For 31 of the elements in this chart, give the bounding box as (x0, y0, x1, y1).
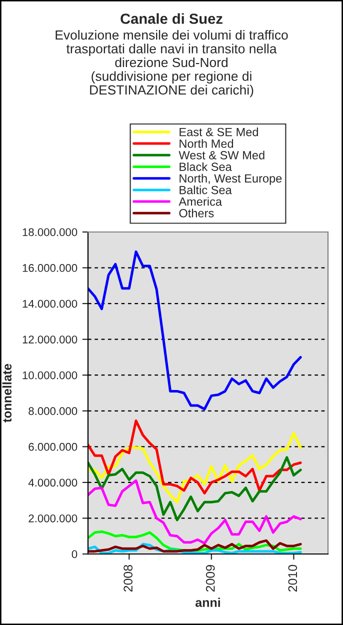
chart-title: Canale di Suez (120, 13, 222, 24)
x-axis-title: anni (196, 598, 220, 607)
y-tick-label: 10.000.000 (22, 371, 78, 380)
line-series (88, 250, 302, 410)
y-tick-label: 6.000.000 (28, 442, 78, 451)
y-tick-label: 12.000.000 (22, 336, 78, 344)
line-series (88, 539, 302, 553)
y-tick-label: 16.000.000 (22, 264, 78, 272)
legend-label: America (178, 197, 222, 206)
y-tick-label: 8.000.000 (28, 407, 78, 416)
line-series (88, 432, 302, 504)
y-axis-title: tonnellate (2, 364, 12, 422)
legend-label: North, West Europe (180, 174, 282, 185)
line-series (88, 456, 302, 522)
line-series (88, 479, 302, 545)
legend-label: West & SW Med (178, 150, 264, 160)
legend-label: North Med (180, 139, 234, 148)
y-tick-label: 4.000.000 (28, 478, 78, 487)
chart-subtitle: Evoluzione mensile dei volumi di traffico trasportati dalle navi in transito nella direzione Sud-Nord (suddivisione per regione di DESTINAZIONE dei carichi) (56, 30, 288, 98)
legend-label: Others (179, 208, 214, 218)
legend-label: Baltic Sea (180, 186, 232, 194)
y-tick-label: 2.000.000 (28, 514, 78, 522)
legend-label: Black Sea (180, 162, 232, 171)
line-series (88, 419, 302, 494)
y-tick-label: 0 (72, 550, 78, 558)
x-tick-label: 2008 (124, 564, 132, 592)
y-tick-label: 18.000.000 (22, 228, 78, 236)
x-tick-label: 2010 (288, 564, 298, 592)
x-tick-label: 2009 (206, 565, 215, 592)
legend-label: East & SE Med (180, 128, 258, 136)
y-tick-label: 14.000.000 (22, 300, 78, 308)
